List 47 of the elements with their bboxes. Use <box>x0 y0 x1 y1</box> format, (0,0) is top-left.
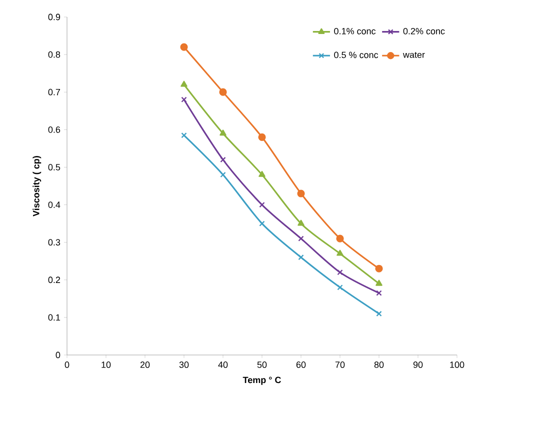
legend-label: water <box>402 52 425 58</box>
point <box>259 202 265 208</box>
point <box>297 190 305 198</box>
x-tick-label: 20 <box>140 362 150 368</box>
point <box>337 284 343 290</box>
point <box>180 80 188 87</box>
point <box>336 234 344 242</box>
legend-label: 0.1% conc <box>334 28 376 34</box>
legend-label: 0.5 % conc <box>334 52 378 58</box>
x-tick-label: 40 <box>218 362 228 368</box>
y-tick-label: 0.6 <box>48 126 60 133</box>
point <box>298 254 304 260</box>
point <box>259 220 265 226</box>
point <box>180 43 188 51</box>
point <box>298 236 304 242</box>
legend-label: 0.2% conc <box>403 28 445 34</box>
point <box>220 156 226 163</box>
point <box>337 270 343 276</box>
x-tick-label: 50 <box>257 362 267 368</box>
x-axis-title: Temp ° C <box>242 376 281 385</box>
y-tick-label: 0.3 <box>48 239 60 246</box>
x-tick-label: 90 <box>413 362 423 368</box>
point <box>375 264 383 272</box>
point <box>258 133 266 141</box>
point <box>376 280 382 286</box>
y-tick-label: 0 <box>56 352 60 358</box>
point <box>220 130 226 136</box>
point <box>220 172 226 178</box>
y-axis-title: Viscosity ( cp) <box>32 156 42 216</box>
x-tick-label: 0 <box>64 362 70 368</box>
x-tick-label: 100 <box>450 362 464 368</box>
y-tick-label: 0.7 <box>48 88 60 96</box>
point <box>219 88 227 96</box>
y-tick-label: 0.9 <box>48 14 60 20</box>
y-tick-label: 0.5 <box>48 164 60 170</box>
point <box>298 220 304 226</box>
point <box>336 250 344 256</box>
y-tick-label: 0.2 <box>48 276 60 284</box>
x-tick-label: 60 <box>296 362 306 368</box>
point <box>258 170 266 177</box>
x-tick-label: 70 <box>335 362 345 368</box>
x-tick-label: 30 <box>179 362 189 368</box>
x-tick-label: 80 <box>374 362 384 368</box>
y-tick-label: 0.8 <box>48 51 60 58</box>
y-tick-label: 0.4 <box>48 202 60 208</box>
y-tick-label: 0.1 <box>48 314 60 321</box>
x-tick-label: 10 <box>102 362 111 368</box>
